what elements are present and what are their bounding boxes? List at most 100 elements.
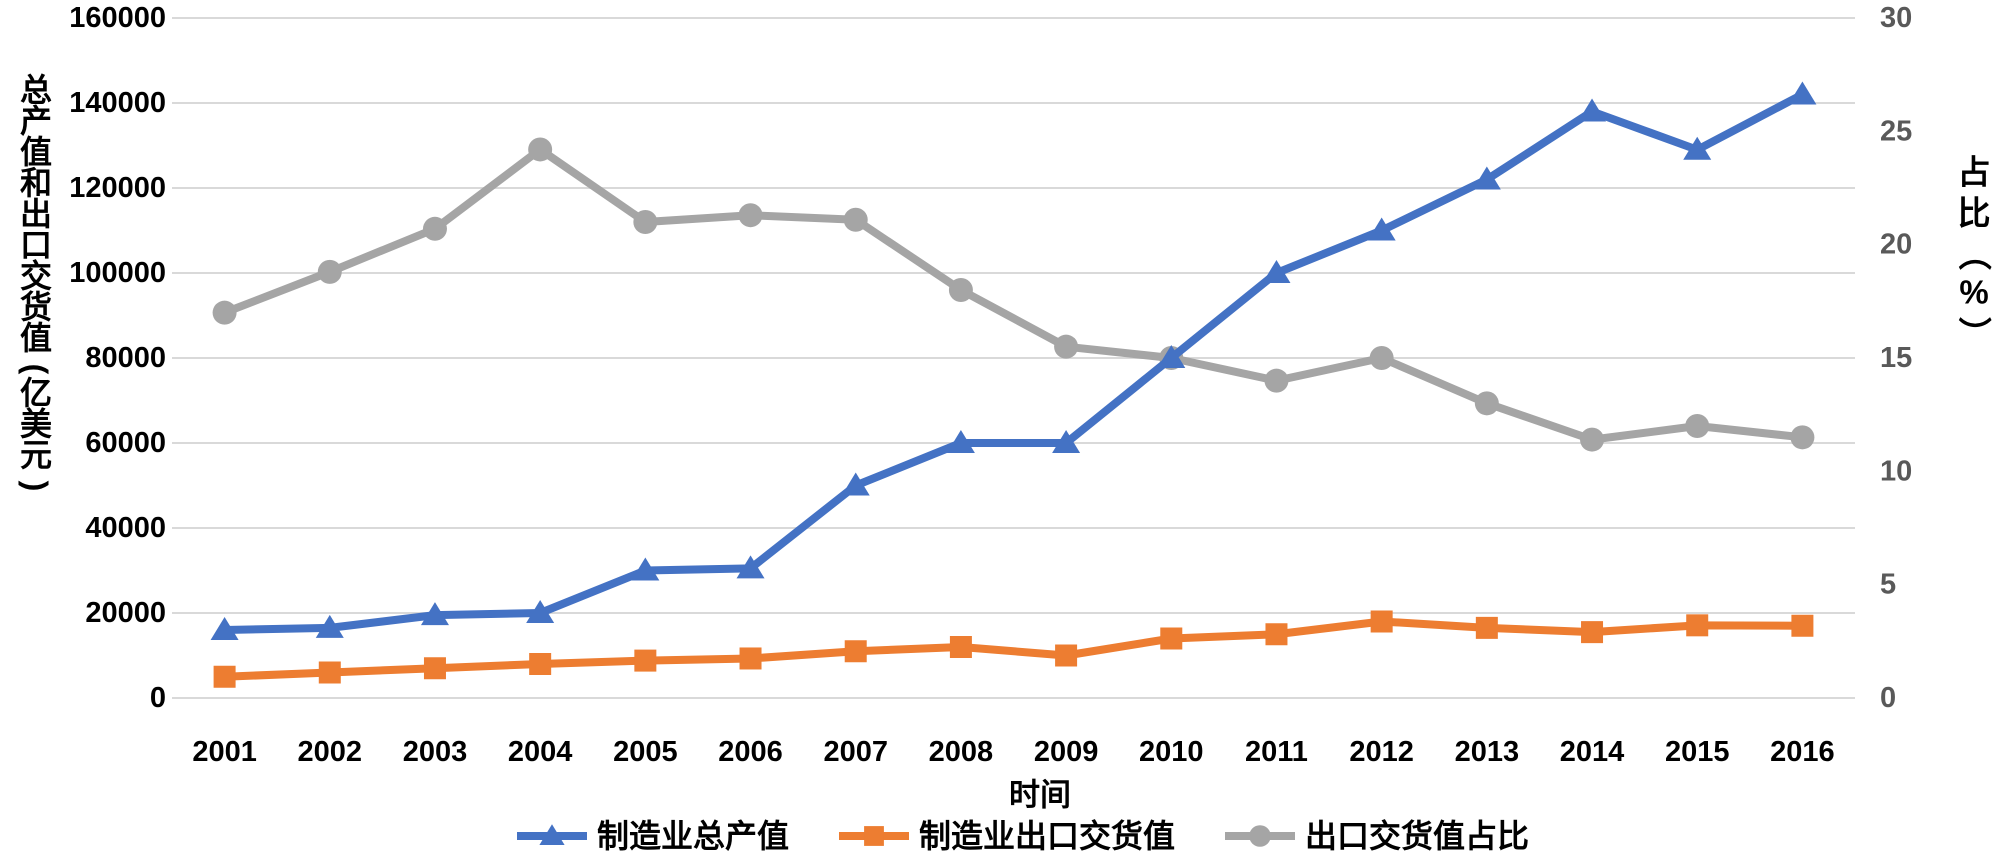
series-line-export-share: [220, 145, 1807, 444]
gridlines: [172, 17, 1855, 699]
x-axis-title: 时间: [1009, 778, 1071, 813]
series-marker-gross-output: [1683, 136, 1712, 160]
series-marker-gross-output: [210, 617, 239, 640]
series-marker-export-share: [1790, 425, 1815, 450]
y-right-tick-label: 20: [1880, 229, 1912, 261]
y-axis-left-title-char: ): [18, 481, 54, 492]
y-right-tick-label: 5: [1880, 569, 1896, 601]
series-marker-gross-output: [1262, 260, 1291, 283]
series-marker-export-share: [317, 259, 342, 284]
series-marker-gross-output: [1578, 98, 1607, 122]
series-marker-export-delivery: [423, 657, 446, 680]
series-marker-gross-output: [1367, 217, 1396, 241]
series-marker-export-share: [1054, 334, 1079, 359]
series-marker-gross-output: [946, 430, 975, 453]
y-axis-left-title-char: 亿: [20, 375, 52, 411]
series-marker-export-delivery: [844, 640, 867, 663]
x-tick-label: 2012: [1349, 736, 1414, 768]
x-tick-label: 2010: [1139, 736, 1204, 768]
series-marker-gross-output: [736, 555, 765, 579]
x-tick-label: 2002: [298, 736, 363, 768]
y-axis-left-title-char: 口: [20, 227, 52, 263]
y-axis-left-title-char: 货: [20, 289, 52, 325]
series-marker-export-share: [948, 278, 973, 302]
series-marker-export-delivery: [318, 661, 341, 684]
y-axis-left-title-char: 总: [20, 72, 52, 108]
y-left-tick-label: 80000: [85, 342, 166, 374]
y-axis-left-title-char: 美: [20, 406, 52, 442]
series-marker-export-delivery: [1055, 644, 1078, 667]
series-marker-gross-output: [315, 614, 344, 638]
series-marker-export-share: [422, 216, 447, 241]
x-tick-label: 2013: [1455, 736, 1520, 768]
y-left-tick-label: 20000: [85, 597, 166, 629]
series-marker-gross-output: [1788, 81, 1817, 105]
series-marker-export-share: [528, 137, 553, 162]
legend-label-export-delivery: 制造业出口交货值: [919, 818, 1175, 853]
y-axis-left-title-char: 产: [20, 103, 52, 139]
legend-item-export-share: 出口交货值占比: [1225, 818, 1529, 853]
series-marker-export-delivery: [739, 647, 762, 670]
legend-marker-export-share: [1249, 825, 1271, 847]
series-line-gross-output: [220, 90, 1807, 634]
y-right-tick-label: 15: [1880, 342, 1912, 374]
series-marker-gross-output: [1052, 430, 1081, 453]
series-marker-export-share: [633, 210, 658, 234]
series-marker-export-delivery: [1581, 621, 1604, 644]
series-marker-export-delivery: [634, 649, 657, 672]
series-marker-export-share: [1685, 414, 1710, 438]
series-marker-export-delivery: [1791, 614, 1814, 637]
y-axis-right-title-char: （: [1956, 238, 1993, 271]
y-axis-left-title-char: 元: [20, 437, 52, 473]
y-axis-right-title-char: 占: [1958, 154, 1991, 191]
series-marker-gross-output: [631, 557, 660, 581]
series-marker-export-share: [212, 300, 237, 325]
y-axis-left-ticks: 0 20000 40000 60000 80000 100000 120000 140000 1…: [69, 2, 166, 714]
series-marker-gross-output: [526, 600, 555, 623]
y-left-tick-label: 60000: [85, 427, 166, 459]
series-marker-export-delivery: [1370, 610, 1393, 633]
series-export-delivery: [213, 610, 1814, 688]
series-marker-export-share: [1580, 427, 1605, 452]
x-tick-label: 2007: [823, 736, 888, 768]
y-axis-right-ticks: 0 5 10 15 20 25 30: [1880, 2, 1912, 714]
series-marker-export-delivery: [529, 653, 552, 675]
series-marker-export-delivery: [1475, 616, 1498, 639]
series-marker-export-share: [1264, 368, 1289, 393]
y-right-tick-label: 0: [1880, 682, 1896, 714]
series-marker-export-share: [1474, 391, 1499, 416]
legend: 制造业总产值 制造业出口交货值 出口交货值占比: [517, 818, 1529, 853]
x-tick-label: 2015: [1665, 736, 1730, 768]
y-axis-left-title-char: 值: [20, 134, 52, 170]
series-marker-export-delivery: [1160, 627, 1183, 650]
series-marker-export-delivery: [1686, 614, 1709, 637]
legend-label-export-share: 出口交货值占比: [1305, 818, 1529, 853]
y-left-tick-label: 40000: [85, 512, 166, 544]
x-tick-label: 2006: [718, 736, 783, 768]
y-axis-right-title-char: 比: [1958, 195, 1991, 232]
series-marker-export-share: [843, 207, 868, 232]
x-tick-label: 2016: [1770, 736, 1835, 768]
y-axis-left-title-char: 交: [20, 258, 52, 294]
y-right-tick-label: 10: [1880, 455, 1912, 487]
series-marker-gross-output: [420, 602, 449, 626]
series-line-export-delivery: [220, 617, 1807, 681]
legend-label-gross-output: 制造业总产值: [597, 818, 789, 853]
series-marker-export-share: [1369, 346, 1394, 370]
x-tick-label: 2011: [1245, 736, 1308, 768]
y-left-tick-label: 120000: [69, 172, 166, 204]
legend-marker-gross-output: [539, 824, 565, 845]
legend-item-export-delivery: 制造业出口交货值: [839, 818, 1175, 853]
series-marker-gross-output: [841, 472, 870, 496]
y-right-tick-label: 25: [1880, 115, 1912, 147]
x-tick-label: 2009: [1034, 736, 1099, 768]
x-tick-label: 2001: [192, 736, 257, 768]
y-left-tick-label: 140000: [69, 87, 166, 119]
x-tick-label: 2004: [508, 736, 573, 768]
series-marker-export-share: [738, 203, 763, 228]
y-left-tick-label: 100000: [69, 257, 166, 289]
y-axis-right-title-char: %: [1959, 274, 1988, 311]
